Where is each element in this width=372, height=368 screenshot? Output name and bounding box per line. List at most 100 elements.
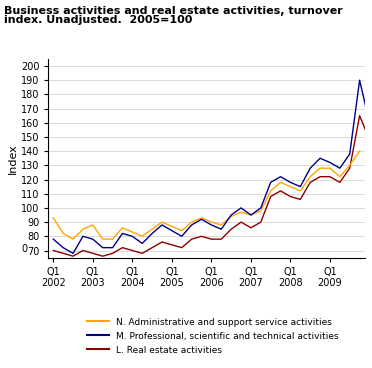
- Line: L. Real estate activities: L. Real estate activities: [53, 102, 372, 256]
- L. Real estate activities: [229, 227, 233, 231]
- N. Administrative and support service activities: [259, 209, 263, 213]
- M. Professional, scientific and technical activities: [259, 206, 263, 210]
- L. Real estate activities: [81, 248, 85, 253]
- M. Professional, scientific and technical activities: [328, 160, 332, 165]
- N. Administrative and support service activities: [180, 229, 184, 233]
- L. Real estate activities: [100, 254, 105, 258]
- M. Professional, scientific and technical activities: [110, 245, 115, 250]
- M. Professional, scientific and technical activities: [199, 217, 204, 222]
- M. Professional, scientific and technical activities: [81, 234, 85, 238]
- L. Real estate activities: [160, 240, 164, 244]
- N. Administrative and support service activities: [100, 237, 105, 241]
- L. Real estate activities: [120, 245, 125, 250]
- M. Professional, scientific and technical activities: [229, 213, 233, 217]
- L. Real estate activities: [367, 138, 372, 142]
- M. Professional, scientific and technical activities: [150, 231, 154, 236]
- M. Professional, scientific and technical activities: [298, 184, 302, 189]
- M. Professional, scientific and technical activities: [91, 237, 95, 241]
- L. Real estate activities: [71, 254, 75, 258]
- N. Administrative and support service activities: [81, 227, 85, 231]
- M. Professional, scientific and technical activities: [357, 78, 362, 82]
- N. Administrative and support service activities: [278, 180, 283, 185]
- N. Administrative and support service activities: [91, 223, 95, 227]
- M. Professional, scientific and technical activities: [71, 251, 75, 255]
- L. Real estate activities: [239, 220, 243, 224]
- M. Professional, scientific and technical activities: [120, 231, 125, 236]
- Line: M. Professional, scientific and technical activities: M. Professional, scientific and technica…: [53, 80, 372, 253]
- M. Professional, scientific and technical activities: [269, 180, 273, 185]
- M. Professional, scientific and technical activities: [338, 166, 342, 170]
- N. Administrative and support service activities: [318, 166, 322, 170]
- M. Professional, scientific and technical activities: [61, 245, 65, 250]
- N. Administrative and support service activities: [140, 234, 144, 238]
- L. Real estate activities: [328, 174, 332, 179]
- L. Real estate activities: [61, 251, 65, 255]
- N. Administrative and support service activities: [199, 216, 204, 220]
- M. Professional, scientific and technical activities: [219, 227, 224, 231]
- L. Real estate activities: [338, 180, 342, 185]
- N. Administrative and support service activities: [160, 220, 164, 224]
- M. Professional, scientific and technical activities: [100, 245, 105, 250]
- L. Real estate activities: [278, 189, 283, 193]
- N. Administrative and support service activities: [308, 174, 312, 179]
- L. Real estate activities: [288, 194, 293, 199]
- L. Real estate activities: [130, 248, 135, 253]
- Text: index. Unadjusted.  2005=100: index. Unadjusted. 2005=100: [4, 15, 192, 25]
- M. Professional, scientific and technical activities: [308, 166, 312, 170]
- L. Real estate activities: [308, 180, 312, 185]
- M. Professional, scientific and technical activities: [51, 237, 55, 241]
- M. Professional, scientific and technical activities: [249, 213, 253, 217]
- L. Real estate activities: [209, 237, 214, 241]
- N. Administrative and support service activities: [150, 227, 154, 231]
- M. Professional, scientific and technical activities: [209, 223, 214, 227]
- N. Administrative and support service activities: [61, 231, 65, 236]
- N. Administrative and support service activities: [249, 213, 253, 217]
- M. Professional, scientific and technical activities: [278, 174, 283, 179]
- M. Professional, scientific and technical activities: [347, 152, 352, 156]
- L. Real estate activities: [91, 251, 95, 255]
- Text: 0: 0: [22, 244, 28, 254]
- N. Administrative and support service activities: [51, 216, 55, 220]
- L. Real estate activities: [180, 245, 184, 250]
- L. Real estate activities: [170, 243, 174, 247]
- N. Administrative and support service activities: [71, 237, 75, 241]
- Legend: N. Administrative and support service activities, M. Professional, scientific an: N. Administrative and support service ac…: [87, 318, 339, 355]
- L. Real estate activities: [110, 251, 115, 255]
- N. Administrative and support service activities: [338, 174, 342, 179]
- N. Administrative and support service activities: [269, 189, 273, 193]
- L. Real estate activities: [298, 197, 302, 202]
- N. Administrative and support service activities: [189, 220, 194, 224]
- M. Professional, scientific and technical activities: [140, 241, 144, 245]
- Line: N. Administrative and support service activities: N. Administrative and support service ac…: [53, 151, 360, 239]
- M. Professional, scientific and technical activities: [180, 234, 184, 238]
- L. Real estate activities: [347, 166, 352, 170]
- N. Administrative and support service activities: [130, 230, 135, 234]
- L. Real estate activities: [318, 174, 322, 179]
- M. Professional, scientific and technical activities: [239, 206, 243, 210]
- L. Real estate activities: [269, 194, 273, 199]
- N. Administrative and support service activities: [170, 224, 174, 229]
- M. Professional, scientific and technical activities: [367, 121, 372, 125]
- M. Professional, scientific and technical activities: [160, 223, 164, 227]
- N. Administrative and support service activities: [239, 210, 243, 215]
- L. Real estate activities: [51, 248, 55, 253]
- L. Real estate activities: [189, 237, 194, 241]
- M. Professional, scientific and technical activities: [170, 229, 174, 233]
- L. Real estate activities: [140, 251, 144, 255]
- N. Administrative and support service activities: [120, 226, 125, 230]
- L. Real estate activities: [199, 234, 204, 238]
- N. Administrative and support service activities: [328, 166, 332, 170]
- M. Professional, scientific and technical activities: [189, 223, 194, 227]
- N. Administrative and support service activities: [219, 223, 224, 227]
- N. Administrative and support service activities: [347, 163, 352, 167]
- N. Administrative and support service activities: [288, 184, 293, 189]
- M. Professional, scientific and technical activities: [130, 234, 135, 238]
- M. Professional, scientific and technical activities: [318, 156, 322, 160]
- L. Real estate activities: [219, 237, 224, 241]
- Y-axis label: Index: Index: [8, 143, 18, 174]
- L. Real estate activities: [357, 113, 362, 118]
- L. Real estate activities: [150, 245, 154, 250]
- N. Administrative and support service activities: [298, 189, 302, 193]
- N. Administrative and support service activities: [229, 214, 233, 219]
- L. Real estate activities: [249, 226, 253, 230]
